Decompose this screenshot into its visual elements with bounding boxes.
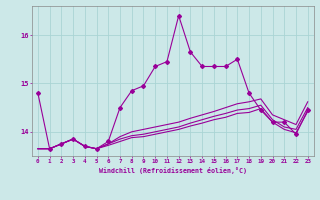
- X-axis label: Windchill (Refroidissement éolien,°C): Windchill (Refroidissement éolien,°C): [99, 167, 247, 174]
